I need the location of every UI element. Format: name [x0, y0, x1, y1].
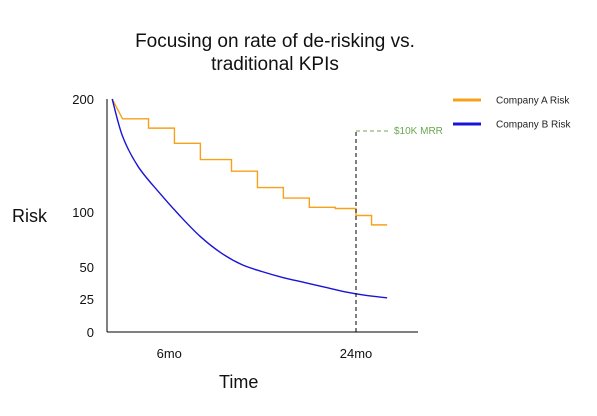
series-line-company-b — [111, 98, 388, 299]
x-tick-label: 6mo — [157, 346, 182, 361]
annotation-label: $10K MRR — [394, 126, 443, 137]
chart-title-line-1: Focusing on rate of de-risking vs. — [135, 31, 415, 52]
annotation: $10K MRR — [355, 126, 443, 332]
series-line-company-a — [111, 98, 388, 226]
chart-title: Focusing on rate of de-risking vs. tradi… — [60, 30, 490, 76]
legend: Company A Risk Company B Risk — [453, 96, 571, 131]
y-tick-label: 25 — [80, 292, 94, 307]
chart-title-line-2: traditional KPIs — [211, 54, 339, 75]
series-lines — [111, 98, 388, 299]
legend-label: Company B Risk — [496, 120, 571, 131]
y-tick-label: 50 — [80, 260, 94, 275]
x-axis-label: Time — [219, 372, 259, 392]
x-tick-label: 24mo — [340, 346, 373, 361]
y-tick-label: 100 — [72, 205, 94, 220]
y-axis-label: Risk — [12, 206, 47, 226]
y-tick-label: 200 — [72, 92, 94, 107]
legend-label: Company A Risk — [496, 96, 570, 107]
tick-labels: 200 100 50 25 0 6mo 24mo — [72, 92, 372, 361]
axes — [106, 99, 418, 333]
y-tick-label: 0 — [87, 325, 94, 340]
